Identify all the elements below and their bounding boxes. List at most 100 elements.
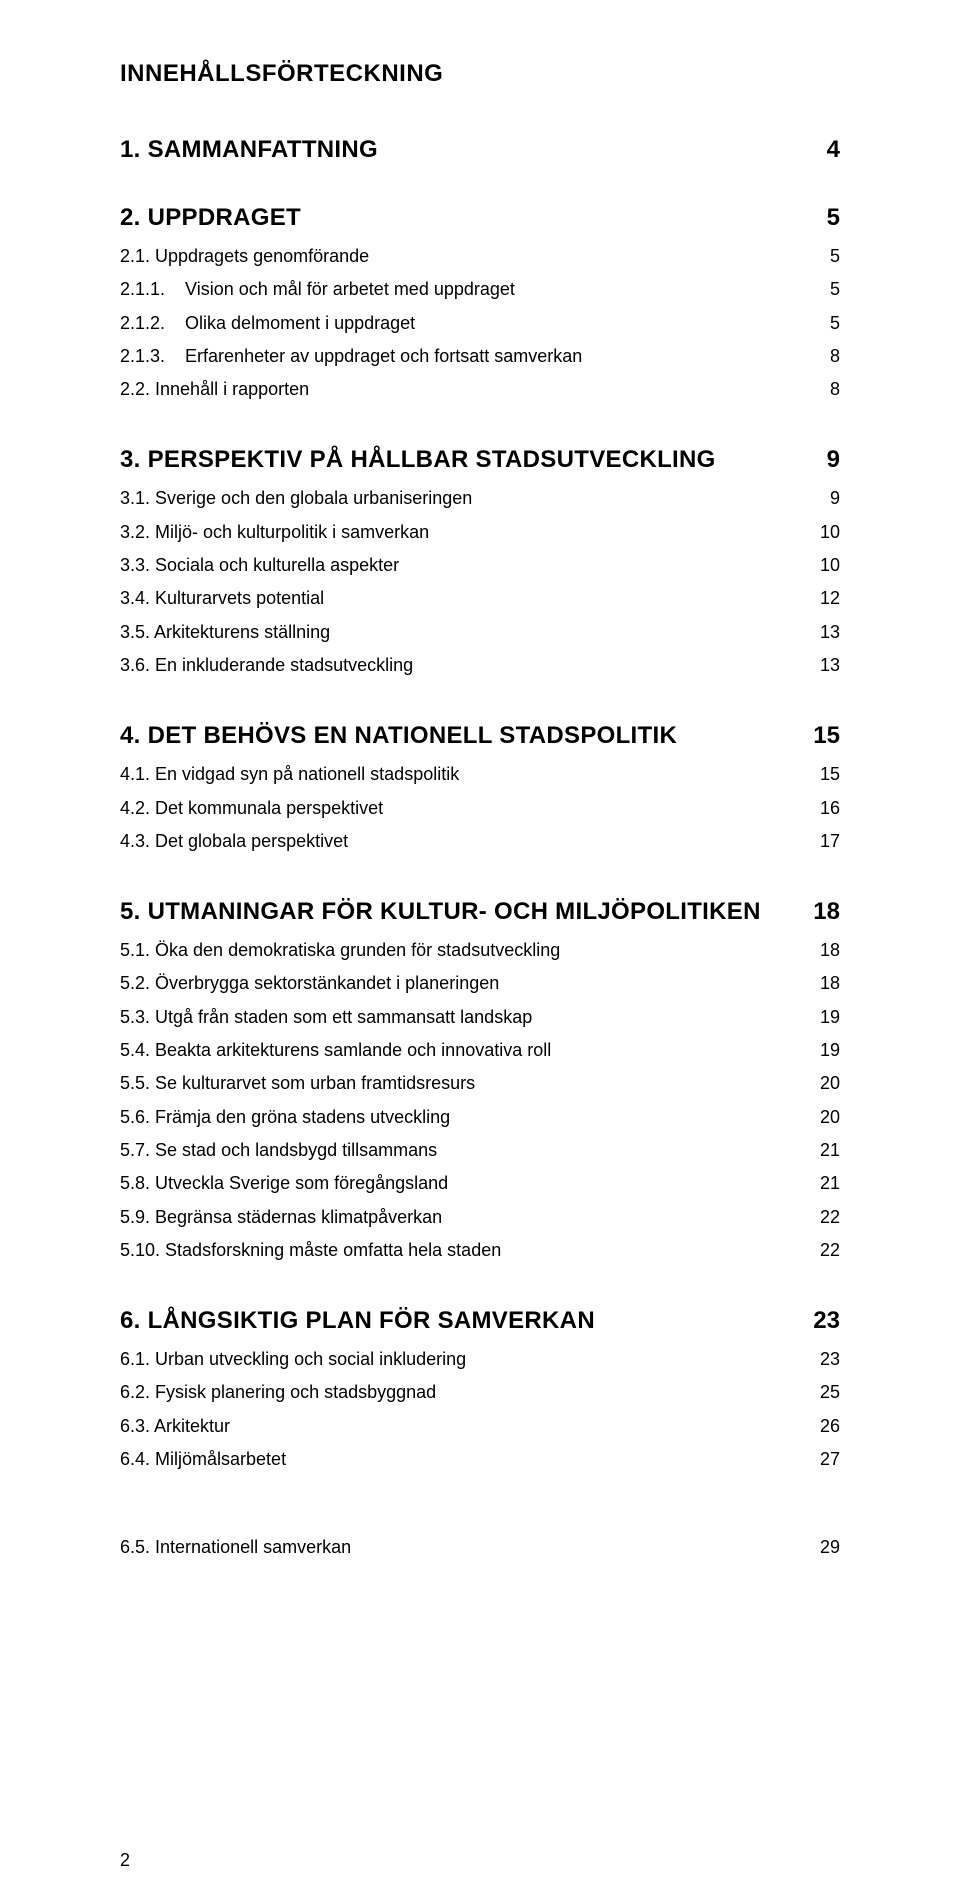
toc-entry-row: 5.6. Främja den gröna stadens utveckling… — [120, 1101, 840, 1134]
toc-section-page: 5 — [827, 204, 840, 232]
document-title: INNEHÅLLSFÖRTECKNING — [120, 60, 840, 88]
toc-section-heading: 5. UTMANINGAR FÖR KULTUR- OCH MILJÖPOLIT… — [120, 898, 761, 926]
toc-entry-row: 5.1. Öka den demokratiska grunden för st… — [120, 934, 840, 967]
toc-entry-label: 4.1. En vidgad syn på nationell stadspol… — [120, 758, 459, 791]
toc-entry-row: 5.9. Begränsa städernas klimatpåverkan 22 — [120, 1201, 840, 1234]
toc-entry-page: 17 — [800, 825, 840, 858]
toc-entry-label: 6.3. Arkitektur — [120, 1410, 230, 1443]
toc-entry-page: 20 — [800, 1101, 840, 1134]
toc-entry-label: 5.5. Se kulturarvet som urban framtidsre… — [120, 1067, 475, 1100]
toc-entry-label: 3.2. Miljö- och kulturpolitik i samverka… — [120, 516, 429, 549]
toc-entry-label: 6.5. Internationell samverkan — [120, 1531, 351, 1564]
toc-section-heading-row: 4. DET BEHÖVS EN NATIONELL STADSPOLITIK 1… — [120, 722, 840, 750]
toc-entry-row: 3.6. En inkluderande stadsutveckling 13 — [120, 649, 840, 682]
toc-entry-label: 5.6. Främja den gröna stadens utveckling — [120, 1101, 450, 1134]
toc-entry-label: 2.1.3. Erfarenheter av uppdraget och for… — [120, 340, 582, 373]
toc-entry-row: 2.1.1. Vision och mål för arbetet med up… — [120, 273, 840, 306]
toc-entry-row: 2.1.3. Erfarenheter av uppdraget och for… — [120, 340, 840, 373]
toc-section-heading-row: 5. UTMANINGAR FÖR KULTUR- OCH MILJÖPOLIT… — [120, 898, 840, 926]
toc-entry-page: 5 — [810, 307, 840, 340]
toc-entry-page: 9 — [810, 482, 840, 515]
toc-entry-row: 5.4. Beakta arkitekturens samlande och i… — [120, 1034, 840, 1067]
toc-section: 3. PERSPEKTIV PÅ HÅLLBAR STADSUTVECKLING… — [120, 446, 840, 682]
toc-entry-page: 20 — [800, 1067, 840, 1100]
toc-entry-row: 4.1. En vidgad syn på nationell stadspol… — [120, 758, 840, 791]
toc-entry-row: 5.2. Överbrygga sektorstänkandet i plane… — [120, 967, 840, 1000]
toc-entry-page: 18 — [800, 967, 840, 1000]
toc-entry-page: 8 — [810, 373, 840, 406]
toc-entry-page: 21 — [800, 1167, 840, 1200]
toc-entry-label: 3.5. Arkitekturens ställning — [120, 616, 330, 649]
toc-entry-row: 2.1.2. Olika delmoment i uppdraget5 — [120, 307, 840, 340]
toc-entry-row: 3.5. Arkitekturens ställning 13 — [120, 616, 840, 649]
toc-entry-page: 5 — [810, 240, 840, 273]
table-of-contents: 1. SAMMANFATTNING42. UPPDRAGET52.1. Uppd… — [120, 136, 840, 1476]
toc-entry-page: 27 — [800, 1443, 840, 1476]
toc-entry-page: 5 — [810, 273, 840, 306]
toc-entry-page: 26 — [800, 1410, 840, 1443]
toc-entry-row: 5.7. Se stad och landsbygd tillsammans21 — [120, 1134, 840, 1167]
toc-entry-label: 6.2. Fysisk planering och stadsbyggnad — [120, 1376, 436, 1409]
toc-entry-row: 3.4. Kulturarvets potential 12 — [120, 582, 840, 615]
toc-section-page: 9 — [827, 446, 840, 474]
toc-section-heading-row: 6. LÅNGSIKTIG PLAN FÖR SAMVERKAN23 — [120, 1307, 840, 1335]
toc-entry-page: 16 — [800, 792, 840, 825]
toc-section: 2. UPPDRAGET52.1. Uppdragets genomförand… — [120, 204, 840, 406]
toc-entry-row: 6.3. Arkitektur 26 — [120, 1410, 840, 1443]
toc-entry-label: 2.1. Uppdragets genomförande — [120, 240, 369, 273]
toc-section-page: 4 — [827, 136, 840, 164]
toc-entry-row: 4.3. Det globala perspektivet 17 — [120, 825, 840, 858]
toc-section-page: 18 — [813, 898, 840, 926]
toc-entry-page: 22 — [800, 1234, 840, 1267]
toc-entry-page: 23 — [800, 1343, 840, 1376]
toc-entry-label: 5.7. Se stad och landsbygd tillsammans — [120, 1134, 437, 1167]
toc-entry-row: 6.1. Urban utveckling och social inklude… — [120, 1343, 840, 1376]
toc-entry-page: 10 — [800, 516, 840, 549]
toc-entry-row: 5.10. Stadsforskning måste omfatta hela … — [120, 1234, 840, 1267]
toc-entry-page: 8 — [810, 340, 840, 373]
toc-entry-row: 6.2. Fysisk planering och stadsbyggnad 25 — [120, 1376, 840, 1409]
toc-entry-label: 5.1. Öka den demokratiska grunden för st… — [120, 934, 560, 967]
toc-entry-row: 5.3. Utgå från staden som ett sammansatt… — [120, 1001, 840, 1034]
toc-entry-page: 22 — [800, 1201, 840, 1234]
toc-entry-label: 3.6. En inkluderande stadsutveckling — [120, 649, 413, 682]
toc-entry-row: 2.2. Innehåll i rapporten 8 — [120, 373, 840, 406]
toc-section-heading: 3. PERSPEKTIV PÅ HÅLLBAR STADSUTVECKLING — [120, 446, 716, 474]
toc-entry-page: 25 — [800, 1376, 840, 1409]
toc-entry-label: 5.9. Begränsa städernas klimatpåverkan — [120, 1201, 442, 1234]
toc-entry-page: 10 — [800, 549, 840, 582]
toc-entry-label: 5.3. Utgå från staden som ett sammansatt… — [120, 1001, 532, 1034]
toc-entry-page: 19 — [800, 1001, 840, 1034]
toc-section-page: 15 — [813, 722, 840, 750]
toc-section-heading: 1. SAMMANFATTNING — [120, 136, 378, 164]
toc-entry-label: 6.4. Miljömålsarbetet — [120, 1443, 286, 1476]
toc-entry-page: 13 — [800, 616, 840, 649]
toc-entry-label: 5.8. Utveckla Sverige som föregångsland — [120, 1167, 448, 1200]
toc-section-heading: 4. DET BEHÖVS EN NATIONELL STADSPOLITIK — [120, 722, 677, 750]
toc-entry-label: 4.3. Det globala perspektivet — [120, 825, 348, 858]
toc-entry-page: 19 — [800, 1034, 840, 1067]
toc-section: 6. LÅNGSIKTIG PLAN FÖR SAMVERKAN236.1. U… — [120, 1307, 840, 1476]
toc-entry-row: 3.2. Miljö- och kulturpolitik i samverka… — [120, 516, 840, 549]
toc-section-heading: 2. UPPDRAGET — [120, 204, 301, 232]
toc-entry-row: 3.3. Sociala och kulturella aspekter 10 — [120, 549, 840, 582]
toc-section: 4. DET BEHÖVS EN NATIONELL STADSPOLITIK 1… — [120, 722, 840, 858]
toc-entry-page: 13 — [800, 649, 840, 682]
toc-entry-label: 3.3. Sociala och kulturella aspekter — [120, 549, 399, 582]
toc-entry-page: 29 — [800, 1531, 840, 1564]
toc-entry-page: 12 — [800, 582, 840, 615]
toc-entry-row: 2.1. Uppdragets genomförande 5 — [120, 240, 840, 273]
toc-entry-label: 5.2. Överbrygga sektorstänkandet i plane… — [120, 967, 499, 1000]
toc-entry-label: 3.4. Kulturarvets potential — [120, 582, 324, 615]
toc-section: 5. UTMANINGAR FÖR KULTUR- OCH MILJÖPOLIT… — [120, 898, 840, 1267]
toc-entry-row: 5.8. Utveckla Sverige som föregångsland 2… — [120, 1167, 840, 1200]
toc-section-heading: 6. LÅNGSIKTIG PLAN FÖR SAMVERKAN — [120, 1307, 595, 1335]
toc-entry-row: 5.5. Se kulturarvet som urban framtidsre… — [120, 1067, 840, 1100]
toc-entry-row: 4.2. Det kommunala perspektivet 16 — [120, 792, 840, 825]
toc-entry-label: 4.2. Det kommunala perspektivet — [120, 792, 383, 825]
toc-entry-label: 2.2. Innehåll i rapporten — [120, 373, 309, 406]
toc-section: 1. SAMMANFATTNING 4 — [120, 136, 840, 164]
toc-standalone-entry: 6.5. Internationell samverkan 29 — [120, 1531, 840, 1564]
toc-entry-label: 5.4. Beakta arkitekturens samlande och i… — [120, 1034, 551, 1067]
toc-entry-row: 6.4. Miljömålsarbetet 27 — [120, 1443, 840, 1476]
